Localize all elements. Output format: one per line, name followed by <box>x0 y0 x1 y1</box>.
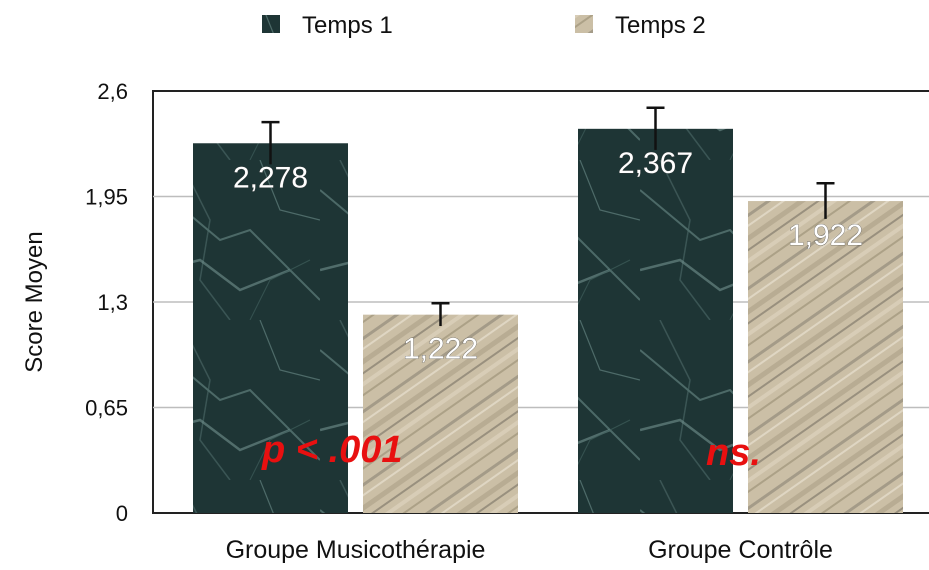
y-axis-label: Score Moyen <box>21 231 48 372</box>
significance-annotation: p < .001 <box>261 429 402 471</box>
data-label: 1,922 <box>788 219 863 252</box>
y-tick-label: 0 <box>116 501 128 526</box>
y-tick-label: 2,6 <box>97 79 128 104</box>
bar-controle-temps2 <box>748 201 903 513</box>
y-tick-label: 1,95 <box>85 185 128 210</box>
legend-swatch-temps2 <box>575 15 593 33</box>
legend: Temps 1 Temps 2 <box>262 12 706 39</box>
bar-musicotherapie-temps1 <box>193 143 348 514</box>
significance-annotation: ns. <box>706 432 761 474</box>
legend-label-temps1: Temps 1 <box>302 12 393 39</box>
x-category-label: Groupe Contrôle <box>648 536 833 564</box>
data-label: 1,222 <box>403 333 478 366</box>
legend-swatch-temps1 <box>262 15 280 33</box>
data-label: 2,367 <box>618 147 693 180</box>
x-category-label: Groupe Musicothérapie <box>226 536 486 564</box>
y-tick-label: 0,65 <box>85 396 128 421</box>
bar-musicotherapie-temps2 <box>363 314 518 513</box>
data-label: 2,278 <box>233 161 308 194</box>
y-tick-label: 1,3 <box>97 290 128 315</box>
bar-controle-temps1 <box>578 128 733 513</box>
legend-label-temps2: Temps 2 <box>615 12 706 39</box>
